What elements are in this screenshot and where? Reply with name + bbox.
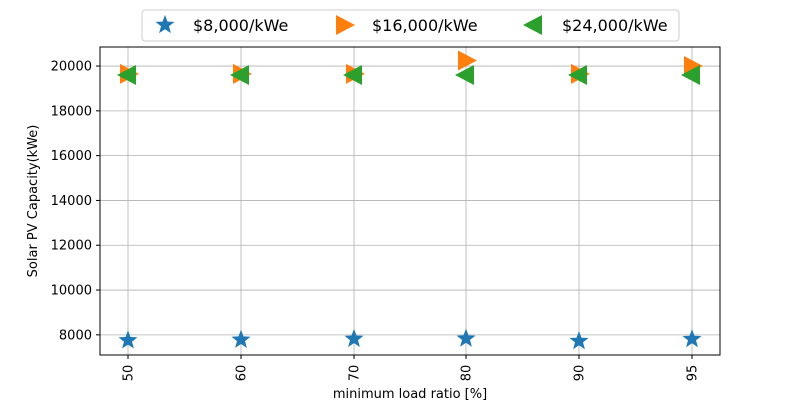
data-point (568, 65, 587, 85)
data-point (456, 328, 476, 347)
legend-label: $8,000/kWe (193, 16, 288, 35)
data-point (344, 328, 364, 347)
data-point (569, 331, 589, 350)
data-point (455, 65, 474, 85)
legend-box (141, 9, 680, 42)
y-tick-label: 10000 (51, 284, 92, 299)
x-axis-title: minimum load ratio [%] (333, 387, 487, 400)
x-tick-label: 70 (348, 365, 363, 382)
legend-marker (523, 15, 542, 35)
legend-label: $16,000/kWe (372, 16, 478, 35)
y-axis-title: Solar PV Capacity(kWe) (26, 125, 41, 278)
x-axis-ticks: 50 60 70 80 90 95 (122, 355, 701, 381)
data-point (117, 65, 136, 85)
x-tick-label: 50 (122, 365, 137, 382)
data-point (231, 329, 251, 348)
y-tick-label: 14000 (51, 194, 92, 209)
series-8-000-kwe (118, 328, 702, 350)
data-point (118, 330, 138, 349)
plot-area (99, 46, 721, 356)
y-axis-ticks: 8000 10000 12000 14000 16000 18000 20000 (51, 60, 100, 343)
y-tick-label: 8000 (59, 328, 92, 343)
data-point (682, 329, 702, 348)
data-point (343, 65, 362, 85)
y-tick-label: 16000 (51, 149, 92, 164)
x-tick-label: 90 (573, 365, 588, 382)
data-markers (117, 50, 703, 350)
legend-marker (336, 15, 355, 35)
legend: $8,000/kWe $16,000/kWe $24,000/kWe (141, 9, 680, 42)
x-tick-label: 95 (686, 365, 701, 382)
series-24-000-kwe (117, 65, 700, 85)
y-tick-label: 12000 (51, 239, 92, 254)
legend-item-8-000-kwe: $8,000/kWe (155, 15, 288, 35)
data-point (458, 50, 477, 71)
x-tick-label: 80 (460, 365, 475, 382)
grid-lines (100, 47, 720, 355)
legend-item-16-000-kwe: $16,000/kWe (336, 15, 478, 35)
x-tick-label: 60 (235, 365, 250, 382)
legend-marker (155, 15, 175, 34)
y-tick-label: 18000 (51, 104, 92, 119)
series-16-000-kwe (120, 50, 703, 84)
y-tick-label: 20000 (51, 60, 92, 75)
data-point (230, 65, 249, 85)
data-point (681, 65, 700, 85)
legend-label: $24,000/kWe (562, 16, 668, 35)
legend-item-24-000-kwe: $24,000/kWe (523, 15, 668, 35)
